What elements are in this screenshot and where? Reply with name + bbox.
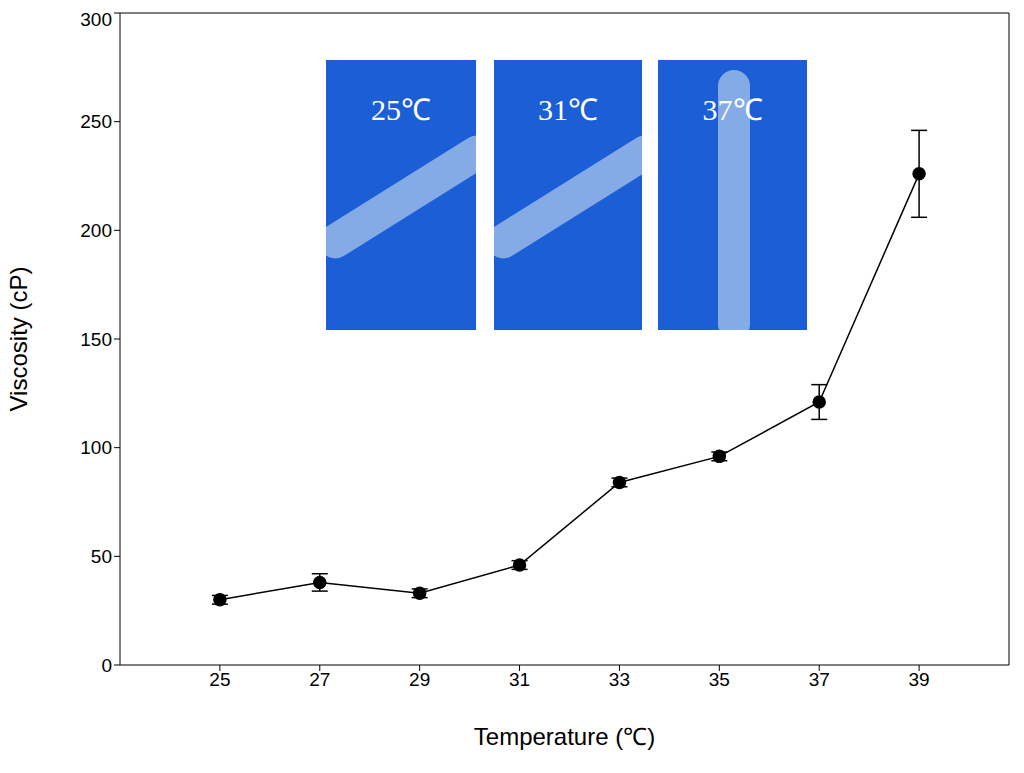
svg-text:250: 250 xyxy=(80,111,112,132)
svg-text:100: 100 xyxy=(80,437,112,458)
svg-text:29: 29 xyxy=(409,669,430,690)
html-text:31℃: 31℃ xyxy=(538,93,598,126)
html-text:25℃: 25℃ xyxy=(371,93,431,126)
svg-text:150: 150 xyxy=(80,329,112,350)
svg-text:25: 25 xyxy=(209,669,230,690)
svg-text:300: 300 xyxy=(80,9,112,30)
svg-text:Temperature (℃): Temperature (℃) xyxy=(474,723,655,750)
svg-text:27: 27 xyxy=(309,669,330,690)
svg-text:37: 37 xyxy=(809,669,830,690)
svg-text:Viscosity (cP): Viscosity (cP) xyxy=(8,267,32,412)
html-text:37℃: 37℃ xyxy=(702,93,763,126)
svg-text:50: 50 xyxy=(91,546,112,567)
svg-text:200: 200 xyxy=(80,220,112,241)
svg-text:31: 31 xyxy=(509,669,530,690)
svg-text:39: 39 xyxy=(909,669,930,690)
svg-text:33: 33 xyxy=(609,669,630,690)
svg-text:35: 35 xyxy=(709,669,730,690)
svg-text:0: 0 xyxy=(101,655,112,676)
